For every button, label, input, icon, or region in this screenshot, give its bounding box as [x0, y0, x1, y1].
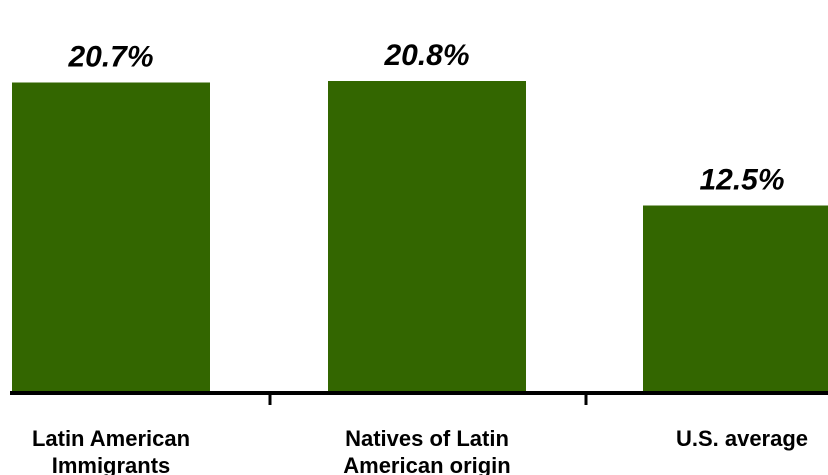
bar-2 — [643, 205, 828, 393]
value-label-1: 20.8% — [383, 39, 469, 72]
category-labels-group: Latin American Immigrants Natives of Latin… — [32, 426, 808, 475]
bars-group — [12, 81, 828, 393]
value-label-0: 20.7% — [67, 41, 153, 74]
category-label-1: Natives of Latin American origin — [343, 426, 510, 475]
bar-0 — [12, 82, 210, 393]
x-axis-ticks — [268, 393, 588, 405]
value-label-2: 12.5% — [699, 164, 784, 197]
category-label-2: U.S. average — [676, 426, 808, 451]
bar-1 — [328, 81, 526, 393]
value-labels-group: 20.7% 20.8% 12.5% — [67, 39, 784, 197]
category-label-0: Latin American Immigrants — [32, 426, 190, 475]
